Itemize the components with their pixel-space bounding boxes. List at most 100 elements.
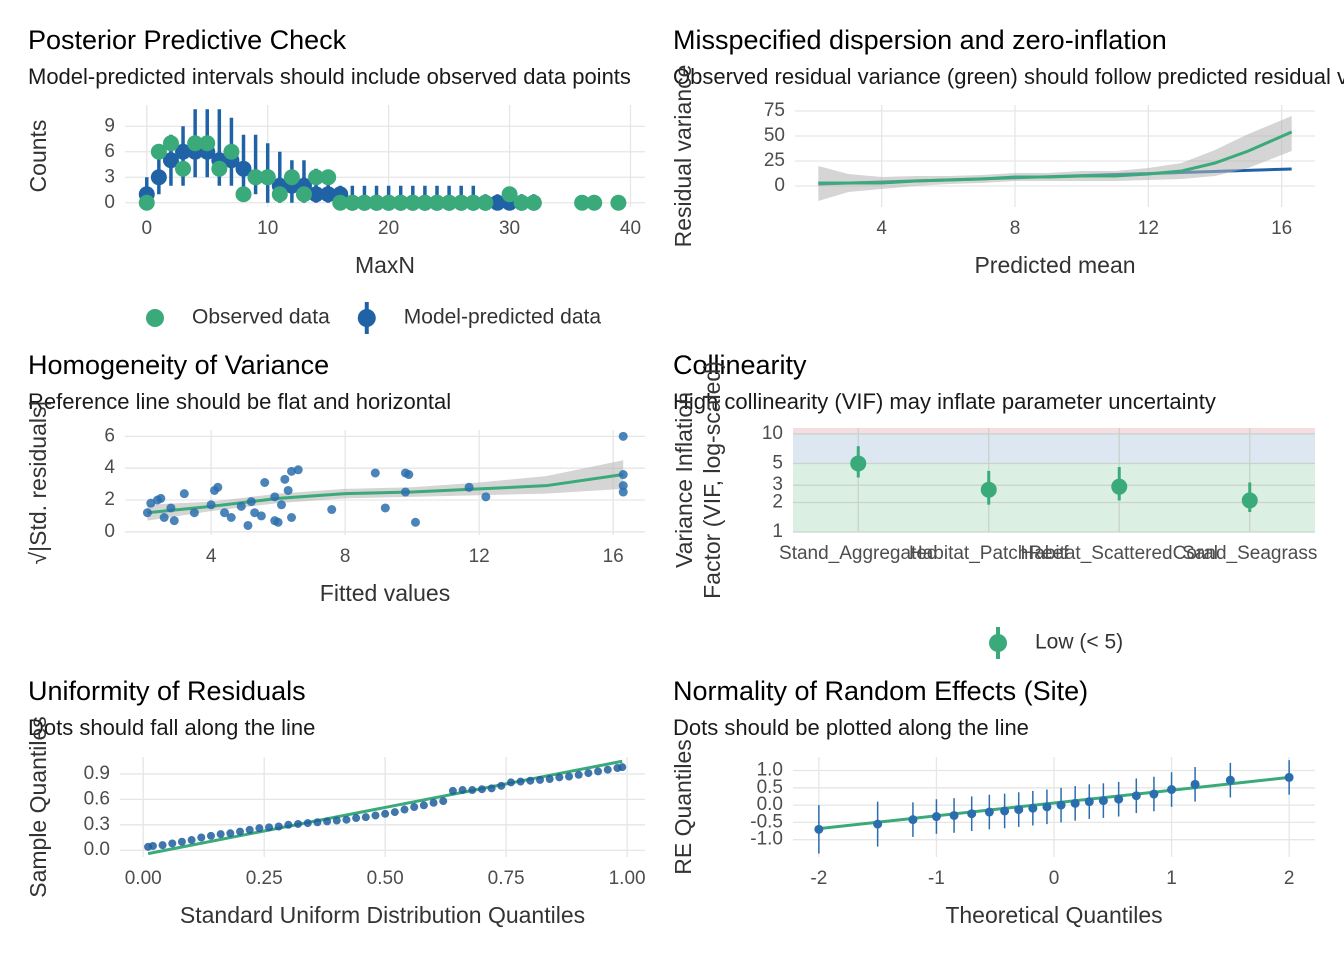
fit-line bbox=[818, 775, 1290, 831]
panel-title: Uniformity of Residuals bbox=[28, 676, 306, 706]
point bbox=[1284, 772, 1294, 782]
point bbox=[390, 808, 399, 817]
point bbox=[465, 194, 482, 211]
point bbox=[175, 143, 192, 160]
panel: Posterior Predictive Check Model-predicte… bbox=[25, 25, 645, 334]
point bbox=[1014, 805, 1024, 815]
panel-subtitle: Dots should be plotted along the line bbox=[673, 715, 1029, 740]
x-axis-label: Standard Uniform Distribution Quantiles bbox=[180, 902, 585, 928]
x-tick-label: 10 bbox=[257, 218, 278, 239]
point bbox=[400, 805, 409, 814]
x-tick-label: 4 bbox=[206, 546, 217, 567]
point bbox=[162, 135, 179, 152]
point bbox=[259, 169, 276, 186]
threshold-band bbox=[793, 433, 1315, 464]
point bbox=[175, 160, 192, 177]
panel-subtitle: Reference line should be flat and horizo… bbox=[28, 389, 451, 414]
y-tick-label: 0.6 bbox=[84, 788, 110, 809]
point bbox=[610, 194, 627, 211]
y-tick-label: -1.0 bbox=[750, 829, 783, 850]
point bbox=[814, 824, 824, 834]
x-tick-label: Habitat_ScatteredCoral bbox=[1021, 543, 1219, 564]
point bbox=[984, 807, 994, 817]
point bbox=[146, 498, 156, 508]
point bbox=[166, 503, 176, 513]
y-tick-label: -0.5 bbox=[750, 811, 783, 832]
point bbox=[458, 786, 467, 795]
point bbox=[477, 194, 494, 211]
point bbox=[256, 511, 266, 521]
point bbox=[226, 829, 235, 838]
x-tick-label: 16 bbox=[1271, 218, 1292, 239]
y-axis-label: Sample Quantiles bbox=[25, 716, 51, 898]
point bbox=[308, 169, 325, 186]
point bbox=[506, 778, 515, 787]
point bbox=[260, 478, 270, 487]
x-axis-label: Fitted values bbox=[320, 580, 450, 606]
point bbox=[545, 775, 554, 784]
point bbox=[223, 143, 240, 160]
point bbox=[368, 194, 385, 211]
point bbox=[574, 194, 591, 211]
point bbox=[1111, 478, 1128, 495]
point bbox=[497, 781, 506, 790]
x-tick-label: Habitat_PatchReef bbox=[909, 543, 1069, 564]
point bbox=[429, 798, 438, 807]
point bbox=[1084, 797, 1094, 807]
panel: Homogeneity of Variance Reference line sh… bbox=[25, 350, 645, 606]
point bbox=[323, 817, 332, 826]
x-tick-label: 1.00 bbox=[609, 868, 646, 889]
point bbox=[303, 819, 312, 828]
y-axis-label: RE Quantiles bbox=[670, 739, 696, 875]
point bbox=[150, 143, 167, 160]
point bbox=[159, 513, 169, 522]
y-tick-label: 3 bbox=[104, 166, 115, 187]
point bbox=[179, 489, 189, 499]
panel-title: Posterior Predictive Check bbox=[28, 25, 347, 55]
point bbox=[526, 776, 535, 785]
point bbox=[594, 767, 603, 776]
point bbox=[273, 517, 283, 527]
point bbox=[618, 431, 628, 441]
y-tick-label: 75 bbox=[764, 100, 785, 121]
point bbox=[1225, 775, 1235, 785]
point bbox=[287, 513, 297, 522]
point bbox=[236, 827, 244, 836]
x-tick-label: 0.75 bbox=[488, 868, 525, 889]
point bbox=[1098, 796, 1108, 806]
point bbox=[226, 513, 236, 522]
point bbox=[1070, 798, 1080, 808]
confidence-ribbon bbox=[147, 460, 624, 521]
point bbox=[236, 501, 246, 511]
x-tick-label: 20 bbox=[378, 218, 399, 239]
point bbox=[332, 816, 341, 825]
point bbox=[380, 194, 397, 211]
point bbox=[332, 194, 349, 211]
point bbox=[308, 186, 325, 203]
point bbox=[603, 765, 612, 774]
x-tick-label: 0 bbox=[1049, 868, 1060, 889]
x-tick-label: 40 bbox=[620, 218, 641, 239]
point bbox=[361, 813, 370, 822]
point bbox=[142, 508, 152, 518]
point bbox=[381, 809, 390, 818]
point bbox=[516, 777, 525, 786]
point bbox=[150, 169, 167, 186]
legend-symbol bbox=[146, 309, 164, 327]
point bbox=[187, 135, 204, 152]
panel: Normality of Random Effects (Site) Dots s… bbox=[670, 676, 1315, 928]
panel: Collinearity High collinearity (VIF) may … bbox=[671, 350, 1317, 659]
point bbox=[197, 833, 206, 842]
point bbox=[138, 194, 155, 211]
fit-line bbox=[818, 130, 1293, 185]
x-tick-label: -2 bbox=[810, 868, 827, 889]
legend-symbol bbox=[989, 634, 1007, 652]
point bbox=[211, 160, 228, 177]
x-tick-label: 0.00 bbox=[125, 868, 162, 889]
point bbox=[586, 194, 603, 211]
point bbox=[477, 785, 486, 794]
x-tick-label: 30 bbox=[499, 218, 520, 239]
point bbox=[352, 814, 361, 823]
y-tick-label: 4 bbox=[104, 457, 115, 478]
